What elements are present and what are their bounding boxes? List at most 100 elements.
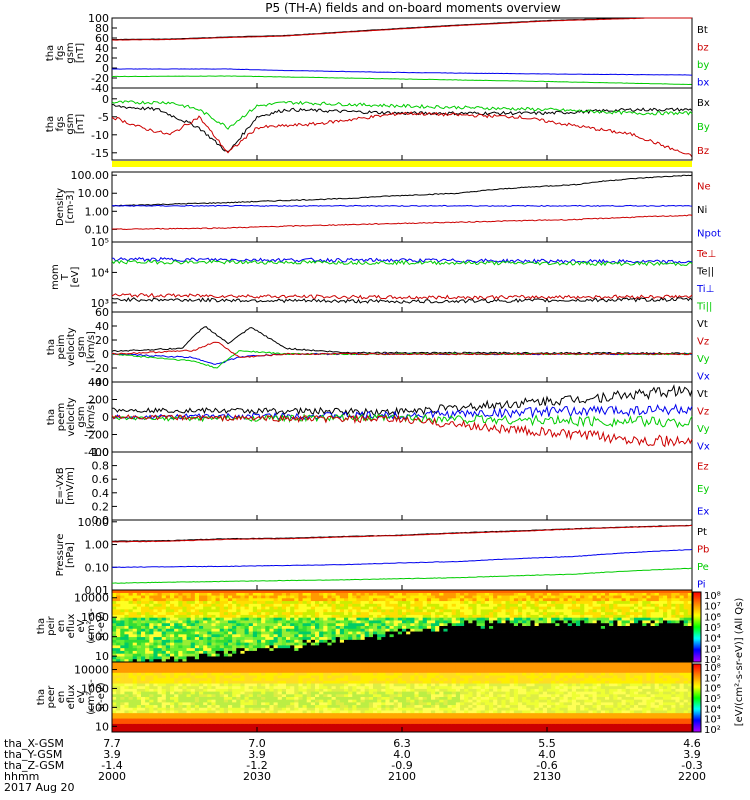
y-axis-label: tha	[36, 618, 47, 634]
x-tick-label: 5.5	[538, 737, 556, 750]
series-line	[112, 567, 693, 584]
x-axis: tha_X-GSM 7.7 7.0 6.3 5.5 4.6 tha_Y-GSM 3.9 3.9 4…	[4, 83, 706, 794]
y-axis-label: en	[56, 691, 67, 704]
x-row-label: tha_Z-GSM	[4, 759, 64, 772]
y-tick-label: 1.0	[92, 446, 110, 459]
series-line	[112, 384, 693, 417]
y-tick-label: 400	[88, 376, 109, 389]
y-tick-label: -400	[84, 446, 109, 459]
y-axis-label: gsm	[76, 336, 87, 357]
y-axis-label: peer	[46, 685, 57, 709]
y-axis-label: eflux	[66, 685, 77, 710]
colorbar-tick: 10⁵	[704, 694, 721, 705]
y-tick-label: 0	[102, 62, 109, 75]
series-line	[111, 100, 693, 130]
x-row-label: hhmm	[4, 770, 39, 783]
x-tick-label: 3.9	[103, 748, 121, 761]
y-axis-label: gsm	[65, 42, 76, 63]
y-axis-label: peir	[46, 615, 57, 635]
y-tick-label: 0	[102, 348, 109, 361]
y-tick-label: 0.2	[92, 500, 110, 513]
x-row-label: tha_X-GSM	[4, 737, 64, 750]
legend-entry: Pe	[697, 562, 709, 573]
series-line	[111, 174, 693, 207]
y-tick-label: 0.8	[92, 460, 110, 473]
legend-entry: Vy	[697, 424, 710, 435]
colorbar-tick: 10⁶	[704, 684, 721, 695]
y-tick-label: 10	[95, 720, 109, 733]
y-tick-label: 0.10	[85, 223, 110, 236]
legend-entry: Bx	[697, 98, 710, 109]
series-line	[111, 259, 693, 267]
colorbar-tick: 10³	[704, 644, 721, 655]
panel-frame	[111, 311, 693, 383]
legend-entry: Ti⊥	[696, 284, 714, 295]
y-tick-label: -20	[91, 362, 109, 375]
legend-entry: Te||	[696, 266, 714, 277]
panel-3: 10⁵ 10⁴ 10³ mom T [eV] Te⊥ Te|| Ti⊥ Ti||	[50, 236, 716, 313]
y-tick-label: 0.01	[85, 584, 110, 597]
y-tick-label: -40	[91, 82, 109, 95]
colorbar-tick: 10⁸	[704, 591, 721, 602]
y-tick-label: 0	[102, 93, 109, 106]
y-axis-label: [mV/m]	[65, 467, 76, 505]
y-tick-label: 60	[95, 306, 109, 319]
y-tick-label: 10³	[91, 297, 109, 310]
series-line	[112, 524, 693, 542]
panel-6: 1.00.80.60.40.20.0 E=-VxB [mV/m] Ez Ey Ex	[55, 446, 709, 527]
legend-entry: Ne	[697, 182, 711, 193]
legend-entry: Pb	[697, 544, 709, 555]
x-tick-label: -0.9	[391, 759, 412, 772]
y-axis-label: velocity	[66, 397, 77, 436]
y-tick-label: 0.0	[92, 514, 110, 527]
series-line	[111, 297, 693, 304]
y-tick-label: -10	[91, 129, 109, 142]
series-line	[112, 68, 692, 76]
legend-entry: Ex	[697, 507, 709, 518]
y-tick-label: 0.4	[92, 487, 110, 500]
panel-1: 0 -5 -10 -15 tha fgs gsm [nT] Bx By Bz	[45, 87, 710, 167]
x-tick-label: 2130	[533, 770, 561, 783]
y-tick-label: 40	[95, 42, 109, 55]
y-axis-label: [km/s]	[86, 401, 97, 433]
y-tick-label: 20	[95, 52, 109, 65]
y-axis-label: [cm-3]	[65, 190, 76, 223]
series-line	[111, 414, 693, 448]
y-tick-label: 60	[95, 32, 109, 45]
y-axis-label: (cm²-s-	[86, 679, 97, 715]
x-row-label: tha_Y-GSM	[4, 748, 62, 761]
x-tick-label: 7.0	[248, 737, 266, 750]
panel-frame	[111, 451, 693, 521]
series-line	[111, 103, 693, 153]
y-axis-label: sr-eV)	[96, 611, 107, 640]
x-tick-label: -0.6	[536, 759, 557, 772]
legend-entry: by	[697, 60, 709, 71]
y-tick-label: 0.10	[85, 561, 110, 574]
y-axis-label: [nPa]	[65, 542, 76, 568]
series-line	[111, 111, 693, 158]
colorbar-tick: 10⁴	[704, 704, 721, 715]
y-tick-label: 200	[88, 394, 109, 407]
series-line	[111, 548, 693, 568]
legend-entry: Vx	[697, 441, 710, 452]
x-tick-label: 2030	[243, 770, 271, 783]
panel-frame	[111, 87, 693, 161]
y-tick-label: 10.00	[78, 516, 110, 529]
x-tick-label: 2200	[678, 770, 706, 783]
y-tick-label: 1.00	[85, 539, 110, 552]
x-tick-label: -1.2	[246, 759, 267, 772]
y-tick-label: 100	[88, 701, 109, 714]
legend-entry: bx	[697, 77, 709, 88]
series-line	[111, 75, 693, 86]
y-axis-label: eV	[76, 690, 87, 703]
x-tick-label: -1.4	[101, 759, 122, 772]
y-axis-label: tha	[36, 689, 47, 705]
series-line	[111, 341, 693, 358]
legend-entry: Pt	[697, 527, 707, 538]
series-line	[111, 525, 692, 543]
y-tick-label: 100	[88, 631, 109, 644]
y-axis-label: eflux	[66, 614, 77, 639]
y-tick-label: 10	[95, 650, 109, 663]
